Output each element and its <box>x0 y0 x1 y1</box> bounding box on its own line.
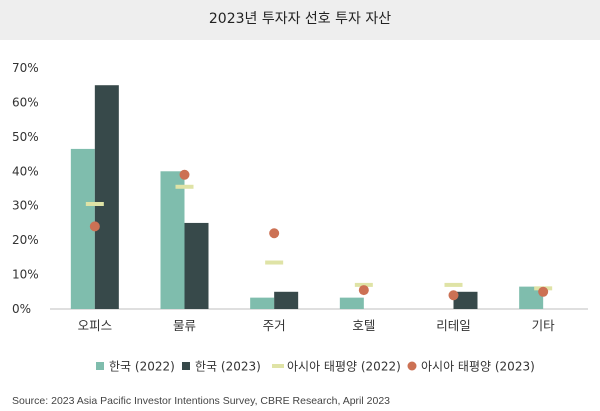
bar <box>184 222 209 309</box>
bar <box>274 291 299 309</box>
legend-label: 아시아 태평양 (2023) <box>421 360 535 374</box>
legend-label: 아시아 태평양 (2022) <box>287 360 401 374</box>
legend-swatch <box>182 362 190 370</box>
bar <box>250 297 275 309</box>
source-note: Source: 2023 Asia Pacific Investor Inten… <box>12 395 390 407</box>
x-tick-label: 리테일 <box>436 318 471 333</box>
dash-marker <box>175 184 194 189</box>
dash-marker <box>85 201 104 206</box>
x-tick-label: 오피스 <box>78 318 113 333</box>
legend-label: 한국 (2023) <box>195 360 261 374</box>
legend-swatch <box>96 362 104 370</box>
chart-title: 2023년 투자자 선호 투자 자산 <box>208 11 392 27</box>
dot-marker <box>358 285 369 296</box>
y-tick-label: 30% <box>12 199 39 213</box>
dot-marker <box>448 290 459 301</box>
legend-label: 한국 (2022) <box>109 360 175 374</box>
x-tick-label: 호텔 <box>352 318 375 333</box>
y-tick-label: 0% <box>12 302 31 316</box>
bar <box>519 286 544 309</box>
dot-marker <box>89 221 100 232</box>
x-tick-label: 물류 <box>173 318 196 333</box>
y-tick-label: 60% <box>12 95 39 109</box>
dash-marker <box>354 282 373 287</box>
dot-marker <box>269 228 280 239</box>
bar <box>94 85 119 309</box>
bar <box>453 291 478 309</box>
y-tick-label: 10% <box>12 268 39 282</box>
y-tick-label: 70% <box>12 61 39 75</box>
dash-marker <box>444 282 463 287</box>
x-tick-label: 기타 <box>532 318 556 333</box>
dot-marker <box>179 169 190 180</box>
bar <box>339 297 364 309</box>
title-bar <box>0 0 600 40</box>
legend-swatch <box>272 364 284 368</box>
y-tick-label: 40% <box>12 164 39 178</box>
y-tick-label: 20% <box>12 233 39 247</box>
bar <box>160 171 185 309</box>
y-tick-label: 50% <box>12 130 39 144</box>
dot-marker <box>538 286 549 297</box>
dash-marker <box>265 260 284 265</box>
x-tick-label: 주거 <box>263 318 286 333</box>
legend-swatch <box>407 361 417 371</box>
